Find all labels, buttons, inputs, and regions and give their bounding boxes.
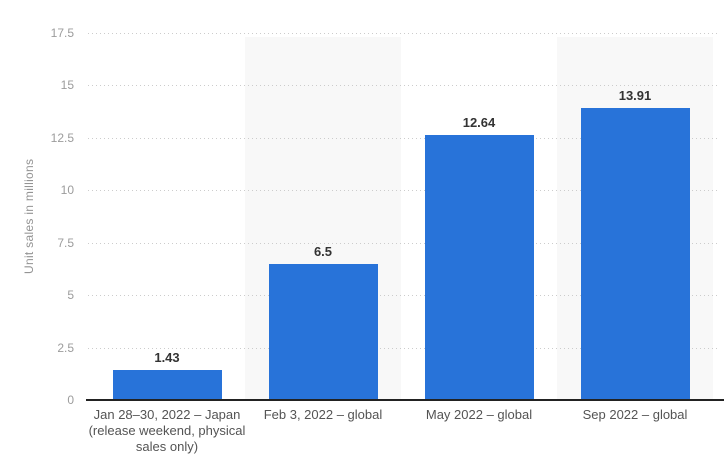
gridline — [88, 85, 717, 86]
x-category-label: Sep 2022 – global — [582, 407, 688, 422]
y-tick-label: 2.5 — [57, 341, 74, 355]
x-category-label: Feb 3, 2022 – global — [263, 407, 383, 422]
gridline — [88, 243, 717, 244]
bar[interactable] — [580, 108, 690, 399]
bar-value-label: 6.5 — [313, 243, 333, 259]
y-tick-label: 17.5 — [50, 26, 74, 40]
bar-value-label: 13.91 — [618, 88, 652, 104]
x-axis-line — [86, 399, 724, 401]
gridline — [88, 190, 717, 191]
bar[interactable] — [268, 263, 378, 399]
gridline — [88, 295, 717, 296]
y-tick-label: 12.5 — [50, 131, 74, 145]
y-tick-label: 15 — [60, 78, 74, 92]
bar-value-label: 12.64 — [462, 114, 496, 130]
gridline — [88, 138, 717, 139]
bar[interactable] — [112, 370, 222, 399]
x-category-label: Jan 28–30, 2022 – Japan (release weekend… — [88, 407, 246, 454]
x-category-label: May 2022 – global — [425, 407, 533, 422]
bar[interactable] — [424, 134, 534, 399]
gridline — [88, 33, 717, 34]
y-tick-label: 7.5 — [57, 236, 74, 250]
gridline — [88, 348, 717, 349]
y-tick-label: 5 — [67, 288, 74, 302]
y-tick-label: 10 — [60, 183, 74, 197]
y-tick-label: 0 — [67, 393, 74, 407]
bar-value-label: 1.43 — [154, 350, 180, 365]
